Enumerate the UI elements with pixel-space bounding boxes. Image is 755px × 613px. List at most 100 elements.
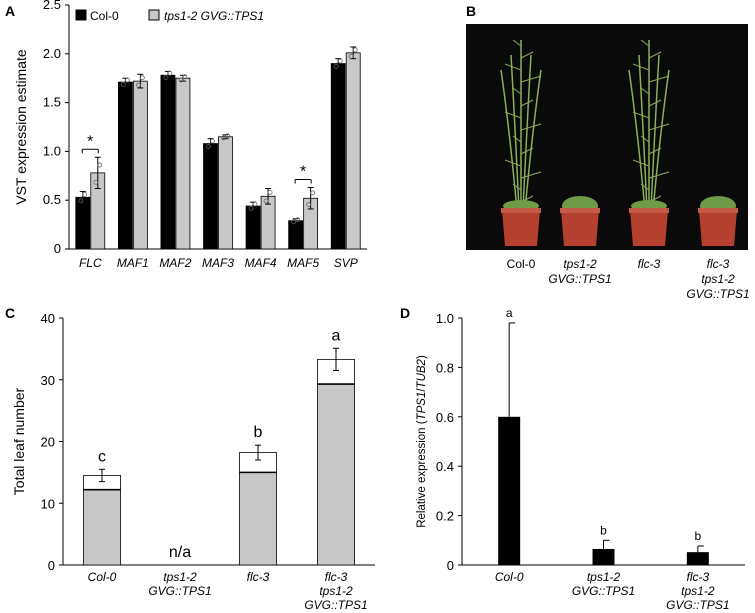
bar-relative-expression	[498, 416, 521, 565]
bar-tps1	[218, 136, 233, 250]
y-axis-label-part: Relative expression (	[416, 420, 428, 528]
replicate-point	[210, 138, 215, 144]
plant-branch	[520, 171, 542, 179]
plant-stem	[510, 54, 520, 211]
x-category-label: MAF1	[117, 256, 149, 270]
plant-pot	[502, 210, 540, 246]
x-category-label: flc-3	[247, 570, 270, 584]
y-axis-label: Total leaf number	[11, 387, 27, 495]
plant-pot-rim	[501, 208, 541, 213]
bar-col0	[203, 143, 218, 250]
plant-branch	[504, 63, 522, 71]
bar-relative-expression	[592, 548, 615, 565]
significance-letter: a	[332, 327, 341, 344]
plant-branch	[520, 99, 534, 107]
y-tick-label: 0.8	[436, 360, 454, 375]
panel-label-c: C	[5, 305, 15, 321]
replicate-point	[124, 77, 130, 83]
plant-branch	[512, 39, 522, 47]
x-category-label: Col-0	[88, 570, 117, 584]
bar-rosette-leaves	[317, 383, 355, 566]
significance-letter: n/a	[169, 544, 191, 561]
y-tick-label: 0.4	[436, 459, 454, 474]
x-category-label: MAF4	[245, 256, 277, 270]
replicate-point	[263, 198, 269, 204]
plant-3	[698, 196, 738, 246]
legend-label-col0: Col-0	[90, 9, 119, 23]
significance-star: *	[87, 133, 93, 150]
plant-0	[500, 39, 542, 246]
replicate-point	[167, 70, 173, 76]
replicate-point	[295, 217, 301, 223]
y-tick-label: 0.5	[43, 192, 61, 207]
plant-branch	[504, 111, 522, 119]
significance-star: *	[300, 164, 306, 181]
photo-label-line: Col-0	[507, 257, 536, 271]
plant-branch	[520, 123, 542, 131]
y-tick-label: 2.0	[43, 46, 61, 61]
plant-branch	[648, 147, 662, 155]
plant-branch	[504, 159, 522, 167]
y-tick-label: 30	[41, 373, 55, 388]
plant-branch	[648, 171, 670, 179]
y-tick-label: 0	[48, 558, 55, 573]
significance-letter: c	[98, 448, 106, 465]
plant-stem	[628, 69, 646, 211]
replicate-point	[120, 82, 126, 87]
bar-rosette-leaves	[83, 489, 121, 566]
replicate-point	[139, 75, 145, 81]
replicate-point	[225, 133, 230, 139]
plant-branch	[512, 135, 522, 143]
legend: Col-0 tps1-2 GVG::TPS1	[75, 9, 264, 23]
y-tick-label: 0.2	[436, 509, 454, 524]
plant-branch	[632, 159, 650, 167]
y-tick-label: 1.5	[43, 95, 61, 110]
bar-col0	[117, 81, 133, 250]
replicate-point	[267, 189, 273, 195]
significance-letter: b	[254, 424, 263, 441]
x-category-label: tps1-2	[163, 570, 197, 584]
y-tick-label: 1.0	[43, 143, 61, 158]
plant-branch	[512, 87, 522, 95]
replicate-point	[352, 47, 358, 53]
significance-letter: b	[600, 523, 607, 537]
plant-branch	[520, 147, 534, 155]
y-tick-label: 20	[41, 435, 55, 450]
x-category-label: tps1-2	[587, 570, 621, 584]
y-axis-label-part: /	[416, 388, 428, 392]
y-axis-label-part: TPS1	[416, 392, 428, 421]
plant-branch	[648, 51, 662, 59]
bar-col0	[75, 196, 91, 250]
x-category-label: flc-3	[325, 570, 348, 584]
replicate-point	[333, 64, 339, 69]
plant-branch	[520, 51, 534, 59]
y-axis-label-part: )	[416, 355, 428, 359]
legend-label-tps1: tps1-2 GVG::TPS1	[164, 9, 264, 23]
photo-label-line: GVG::TPS1	[548, 272, 611, 286]
y-tick-label: 40	[41, 311, 55, 326]
replicate-point	[206, 144, 211, 149]
replicate-point	[248, 205, 254, 211]
plant-branch	[520, 75, 542, 83]
bar-relative-expression	[686, 552, 709, 565]
x-category-label: GVG::TPS1	[148, 584, 211, 598]
panel-label-d: D	[400, 305, 410, 321]
plant-branch	[512, 183, 522, 191]
bar-col0	[288, 220, 304, 250]
replicate-point	[252, 201, 258, 207]
plant-pot	[561, 210, 599, 246]
replicate-point	[337, 58, 343, 64]
plant-stem	[638, 54, 648, 211]
photo-label-line: flc-3	[638, 257, 661, 271]
x-category-label: tps1-2	[681, 584, 715, 598]
x-category-label: MAF2	[159, 256, 191, 270]
plant-stem	[500, 69, 518, 211]
legend-swatch-col0	[75, 9, 87, 21]
x-category-label: GVG::TPS1	[304, 598, 367, 612]
plant-branch	[640, 135, 650, 143]
plant-branch	[640, 87, 650, 95]
x-category-label: MAF3	[202, 256, 234, 270]
